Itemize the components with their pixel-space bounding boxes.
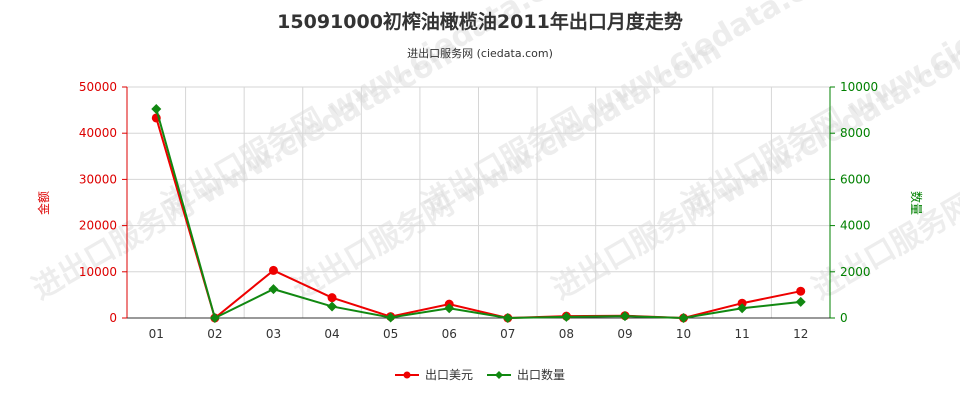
- x-axis-tick-label: 11: [734, 327, 749, 341]
- series-2-point[interactable]: [209, 313, 220, 323]
- y-axis-right-tick-label: 6000: [840, 172, 871, 186]
- series-1-point[interactable]: [796, 286, 806, 296]
- series-1-point[interactable]: [327, 293, 337, 303]
- axes: [122, 86, 835, 319]
- chart-title: 15091000初榨油橄榄油2011年出口月度走势: [277, 10, 683, 33]
- legend-marker-diamond[interactable]: [495, 371, 503, 379]
- legend-label[interactable]: 出口数量: [517, 367, 565, 382]
- x-axis-tick-label: 08: [559, 327, 574, 341]
- x-axis-tick-label: 01: [149, 327, 164, 341]
- y-axis-right-tick-label: 0: [840, 311, 848, 325]
- series-2-point[interactable]: [444, 303, 455, 314]
- y-axis-right-label: 数量: [909, 191, 924, 215]
- series-2-point[interactable]: [151, 103, 162, 114]
- series-2-point[interactable]: [327, 301, 338, 312]
- y-axis-left-tick-label: 10000: [79, 265, 117, 279]
- x-axis-tick-label: 04: [324, 327, 339, 341]
- series-1-point[interactable]: [737, 298, 747, 308]
- y-axis-left-label: 金额: [36, 191, 51, 215]
- series-2-point[interactable]: [795, 296, 806, 307]
- y-axis-left-tick-label: 0: [109, 311, 117, 325]
- series-2-point[interactable]: [561, 311, 572, 322]
- series-2-point[interactable]: [385, 312, 396, 323]
- y-axis-left-tick-label: 50000: [79, 80, 117, 94]
- legend-label[interactable]: 出口美元: [425, 368, 473, 382]
- legend[interactable]: 出口美元 出口数量: [395, 367, 565, 382]
- tick-labels: 0 10000 20000 30000 40000 50000 0 2000 4000 6000 8…: [79, 80, 878, 341]
- y-axis-right-tick-label: 4000: [840, 219, 871, 233]
- x-axis-tick-label: 06: [442, 327, 457, 341]
- chart-subtitle: 进出口服务网 (ciedata.com): [407, 46, 553, 60]
- x-axis-tick-label: 05: [383, 327, 398, 341]
- series-2-point[interactable]: [619, 311, 630, 322]
- y-axis-left-tick-label: 40000: [79, 126, 117, 140]
- x-axis-tick-label: 10: [676, 327, 691, 341]
- series-line-2: [155, 108, 801, 320]
- y-axis-right-tick-label: 2000: [840, 265, 871, 279]
- series-layer: [151, 103, 806, 323]
- y-axis-left-tick-label: 20000: [79, 219, 117, 233]
- series-2-point[interactable]: [678, 313, 689, 323]
- series-2-point[interactable]: [502, 313, 513, 323]
- series-2-point[interactable]: [737, 303, 748, 314]
- y-axis-right-tick-label: 8000: [840, 126, 871, 140]
- x-axis-tick-label: 03: [266, 327, 281, 341]
- y-axis-right-tick-label: 10000: [840, 80, 878, 94]
- legend-marker-circle[interactable]: [403, 371, 411, 379]
- x-axis-tick-label: 12: [793, 327, 808, 341]
- series-2-point[interactable]: [268, 284, 279, 295]
- x-axis-tick-label: 07: [500, 327, 515, 341]
- y-axis-left-tick-label: 30000: [79, 172, 117, 186]
- x-axis-tick-label: 09: [617, 327, 632, 341]
- x-axis-tick-label: 02: [207, 327, 222, 341]
- series-1-point[interactable]: [268, 265, 278, 275]
